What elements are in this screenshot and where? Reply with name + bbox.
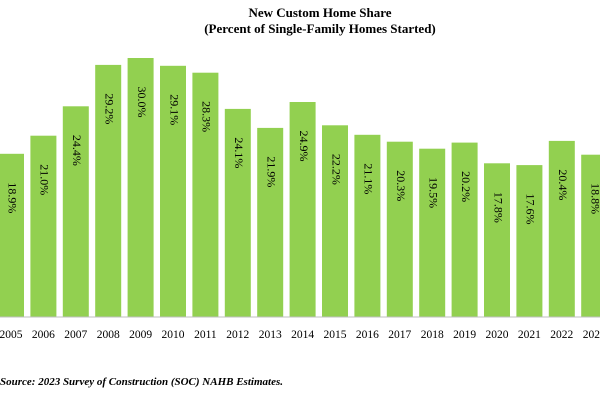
data-label-2007: 24.4% bbox=[70, 135, 84, 166]
bar-2012 bbox=[224, 108, 251, 318]
data-label-2023: 18.8% bbox=[588, 183, 600, 214]
chart-title: New Custom Home Share bbox=[248, 5, 391, 20]
x-tick-2014: 2014 bbox=[291, 329, 314, 341]
data-label-2011: 28.3% bbox=[200, 101, 214, 132]
x-tick-2011: 2011 bbox=[194, 329, 217, 341]
data-label-2021: 17.6% bbox=[524, 194, 538, 225]
bar-2006 bbox=[30, 135, 57, 317]
x-tick-2013: 2013 bbox=[259, 329, 282, 341]
x-tick-2005: 2005 bbox=[0, 329, 23, 341]
bar-2013 bbox=[257, 127, 284, 318]
data-label-2019: 20.2% bbox=[459, 171, 473, 202]
bar-2016 bbox=[354, 134, 381, 317]
bar-2009 bbox=[127, 58, 154, 317]
bar-2008 bbox=[95, 64, 122, 318]
x-tick-2008: 2008 bbox=[97, 329, 120, 341]
bar-2011 bbox=[192, 72, 219, 317]
data-label-2015: 22.2% bbox=[329, 154, 343, 185]
x-tick-2020: 2020 bbox=[486, 329, 509, 341]
bar-2007 bbox=[62, 106, 89, 317]
x-tick-2019: 2019 bbox=[453, 329, 476, 341]
data-label-2013: 21.9% bbox=[264, 156, 278, 187]
chart-subtitle: (Percent of Single-Family Homes Started) bbox=[204, 21, 436, 36]
source-note: Source: 2023 Survey of Construction (SOC… bbox=[0, 376, 283, 388]
bar-2018 bbox=[419, 148, 446, 317]
data-label-2012: 24.1% bbox=[232, 137, 246, 168]
data-label-2006: 21.0% bbox=[38, 164, 52, 195]
data-label-2022: 20.4% bbox=[556, 169, 570, 200]
data-label-2005: 18.9% bbox=[5, 182, 19, 213]
bar-2015 bbox=[322, 125, 348, 317]
data-label-2014: 24.9% bbox=[297, 131, 311, 162]
bar-2022 bbox=[548, 140, 575, 317]
bar-2005 bbox=[0, 153, 24, 317]
bar-2010 bbox=[160, 65, 186, 317]
x-tick-2007: 2007 bbox=[64, 329, 87, 341]
bar-2014 bbox=[289, 102, 316, 317]
bar-2021 bbox=[516, 165, 543, 317]
data-label-2010: 29.1% bbox=[167, 94, 181, 125]
x-tick-2017: 2017 bbox=[388, 329, 411, 341]
data-label-2016: 21.1% bbox=[362, 163, 376, 194]
x-tick-2016: 2016 bbox=[356, 329, 379, 341]
data-label-2008: 29.2% bbox=[102, 93, 116, 124]
x-tick-2021: 2021 bbox=[518, 329, 541, 341]
x-tick-2009: 2009 bbox=[129, 329, 152, 341]
bar-2023 bbox=[581, 154, 600, 317]
bar-2020 bbox=[484, 163, 510, 317]
x-tick-2012: 2012 bbox=[226, 329, 249, 341]
x-tick-2022: 2022 bbox=[550, 329, 573, 341]
x-tick-2015: 2015 bbox=[324, 329, 347, 341]
data-label-2009: 30.0% bbox=[135, 87, 149, 118]
x-tick-2023: 2023 bbox=[583, 329, 600, 341]
x-tick-group: 2005 2006 2007 2008 2009 2010 2011 2012 2013 2014… bbox=[0, 329, 600, 341]
data-label-2018: 19.5% bbox=[426, 177, 440, 208]
data-label-2020: 17.8% bbox=[491, 192, 505, 223]
data-label-2017: 20.3% bbox=[394, 170, 408, 201]
x-tick-2010: 2010 bbox=[162, 329, 185, 341]
bars-group: 18.9% 21.0% 24.4% 29.2% 30.0% 29.1% 28.3% 24.1%… bbox=[0, 58, 600, 318]
bar-2019 bbox=[451, 142, 478, 317]
x-tick-2006: 2006 bbox=[32, 329, 55, 341]
x-tick-2018: 2018 bbox=[421, 329, 444, 341]
bar-2017 bbox=[386, 141, 413, 317]
